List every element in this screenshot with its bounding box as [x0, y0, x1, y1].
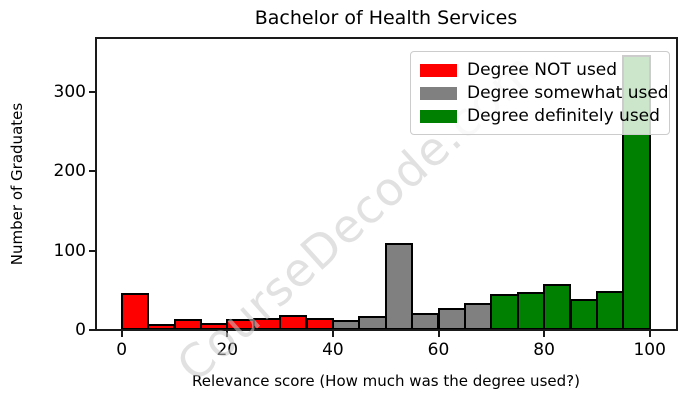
histogram-bar: [120, 293, 150, 330]
x-tick-label: 40: [322, 340, 344, 360]
histogram-bar: [147, 324, 176, 330]
histogram-bar: [569, 299, 598, 330]
histogram-bar: [384, 243, 414, 330]
x-tick-mark: [331, 330, 334, 337]
y-tick-mark: [89, 329, 96, 331]
histogram-bar: [252, 318, 282, 330]
legend-label: Degree somewhat used: [467, 83, 669, 103]
x-tick-mark: [226, 330, 229, 337]
histogram-bar: [173, 319, 202, 330]
legend-item: Degree definitely used: [420, 105, 660, 127]
legend-swatch: [420, 109, 457, 123]
legend-label: Degree NOT used: [467, 60, 618, 80]
y-tick-mark: [89, 90, 96, 93]
y-tick-label: 200: [53, 161, 86, 181]
y-tick-mark: [89, 170, 96, 172]
histogram-bar: [305, 318, 334, 330]
histogram-bar: [516, 292, 546, 330]
histogram-bar: [437, 308, 466, 330]
x-tick-label: 0: [116, 340, 128, 360]
histogram-bar: [463, 303, 493, 330]
legend-item: Degree NOT used: [420, 59, 660, 81]
histogram-bar: [279, 315, 308, 330]
x-tick-label: 20: [216, 340, 239, 360]
legend-swatch: [420, 86, 457, 100]
histogram-bar: [199, 323, 229, 330]
x-tick-label: 100: [633, 340, 666, 360]
histogram-bar: [226, 319, 255, 330]
histogram-bar: [358, 316, 387, 330]
legend-item: Degree somewhat used: [420, 82, 669, 104]
x-axis-label: Relevance score (How much was the degree…: [192, 372, 580, 390]
histogram-bar: [595, 291, 625, 330]
x-tick-label: 80: [533, 340, 555, 360]
y-axis-label: Number of Graduates: [8, 102, 26, 266]
legend-swatch: [420, 63, 457, 77]
x-tick-mark: [120, 330, 123, 337]
y-tick-mark: [89, 249, 96, 252]
y-tick-label: 300: [53, 81, 86, 102]
y-tick-label: 0: [75, 320, 86, 340]
histogram-bar: [490, 294, 519, 330]
x-tick-mark: [648, 330, 651, 337]
histogram-bar: [543, 284, 572, 330]
legend-label: Degree definitely used: [467, 106, 660, 126]
x-tick-label: 60: [427, 340, 450, 360]
histogram-bar: [331, 320, 361, 330]
x-tick-mark: [437, 330, 440, 337]
y-tick-label: 100: [53, 240, 86, 261]
legend: Degree NOT used Degree somewhat used Degre…: [410, 51, 670, 135]
histogram-bar: [411, 313, 440, 330]
x-tick-mark: [543, 330, 546, 337]
chart-title: Bachelor of Health Services: [254, 7, 518, 29]
